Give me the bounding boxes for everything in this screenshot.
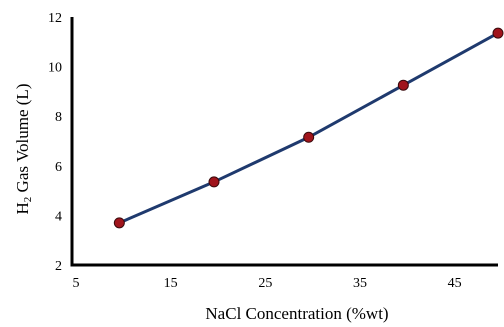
- data-point: [208, 176, 220, 188]
- data-point: [113, 217, 125, 229]
- data-point: [397, 79, 409, 91]
- y-axis-title: H2 Gas Volume (L): [13, 84, 34, 215]
- data-points: [113, 27, 504, 229]
- data-point: [303, 131, 315, 143]
- x-tick-label: 45: [448, 276, 462, 291]
- series-line: [118, 31, 499, 225]
- y-tick-label: 10: [48, 61, 62, 76]
- y-tick-label: 4: [55, 209, 62, 224]
- y-tick-label: 8: [55, 110, 62, 125]
- x-tick-label: 5: [73, 276, 80, 291]
- y-axis-title-prefix: H: [13, 202, 32, 214]
- y-tick-label: 2: [55, 259, 62, 274]
- data-point: [492, 27, 504, 39]
- x-tick-label: 25: [258, 276, 272, 291]
- y-axis-ticks: 2 4 6 8 10 12: [48, 11, 62, 274]
- y-tick-label: 6: [55, 160, 62, 175]
- x-tick-label: 35: [353, 276, 367, 291]
- x-axis-ticks: 5 15 25 35 45: [73, 276, 462, 291]
- x-axis-title: NaCl Concentration (%wt): [205, 304, 388, 323]
- y-tick-label: 12: [48, 11, 62, 26]
- y-axis-title-suffix: Gas Volume (L): [13, 84, 32, 197]
- x-tick-label: 15: [164, 276, 178, 291]
- y-axis-title-subscript: 2: [22, 197, 34, 203]
